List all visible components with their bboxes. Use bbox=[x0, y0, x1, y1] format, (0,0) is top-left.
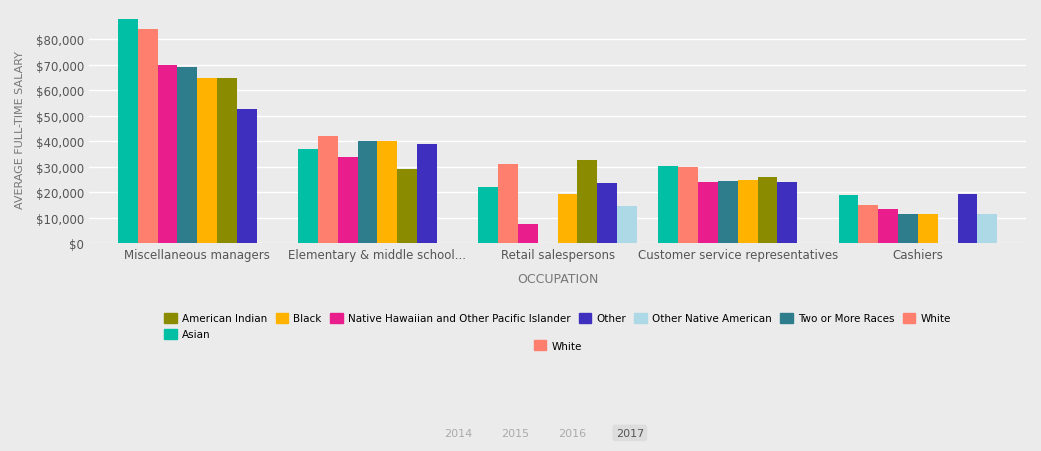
Bar bbox=[417, 145, 437, 244]
Bar bbox=[378, 142, 398, 244]
Bar bbox=[558, 194, 578, 244]
X-axis label: OCCUPATION: OCCUPATION bbox=[517, 272, 599, 285]
Bar bbox=[499, 165, 518, 244]
Bar bbox=[617, 207, 637, 244]
Bar bbox=[178, 68, 198, 244]
Bar bbox=[839, 195, 859, 244]
Bar bbox=[318, 137, 338, 244]
Bar bbox=[298, 150, 318, 244]
Text: 2017: 2017 bbox=[615, 428, 644, 438]
Bar bbox=[879, 209, 898, 244]
Bar bbox=[598, 184, 617, 244]
Bar bbox=[198, 78, 218, 244]
Text: 2014: 2014 bbox=[443, 428, 473, 438]
Bar bbox=[898, 214, 918, 244]
Bar bbox=[358, 142, 378, 244]
Bar bbox=[518, 225, 538, 244]
Bar bbox=[659, 166, 679, 244]
Bar bbox=[679, 167, 699, 244]
Bar bbox=[958, 194, 977, 244]
Bar bbox=[718, 181, 738, 244]
Bar bbox=[859, 206, 879, 244]
Bar bbox=[118, 20, 137, 244]
Bar bbox=[398, 170, 417, 244]
Bar bbox=[338, 157, 358, 244]
Bar bbox=[218, 78, 237, 244]
Bar bbox=[479, 188, 499, 244]
Bar bbox=[578, 161, 598, 244]
Bar bbox=[918, 214, 938, 244]
Y-axis label: AVERAGE FULL-TIME SALARY: AVERAGE FULL-TIME SALARY bbox=[15, 51, 25, 208]
Bar bbox=[699, 183, 718, 244]
Bar bbox=[977, 214, 997, 244]
Bar bbox=[778, 183, 797, 244]
Bar bbox=[137, 30, 157, 244]
Bar bbox=[157, 66, 178, 244]
Bar bbox=[237, 110, 257, 244]
Bar bbox=[758, 178, 778, 244]
Text: 2015: 2015 bbox=[501, 428, 530, 438]
Bar bbox=[738, 180, 758, 244]
Legend: White: White bbox=[530, 336, 586, 355]
Text: 2016: 2016 bbox=[558, 428, 587, 438]
